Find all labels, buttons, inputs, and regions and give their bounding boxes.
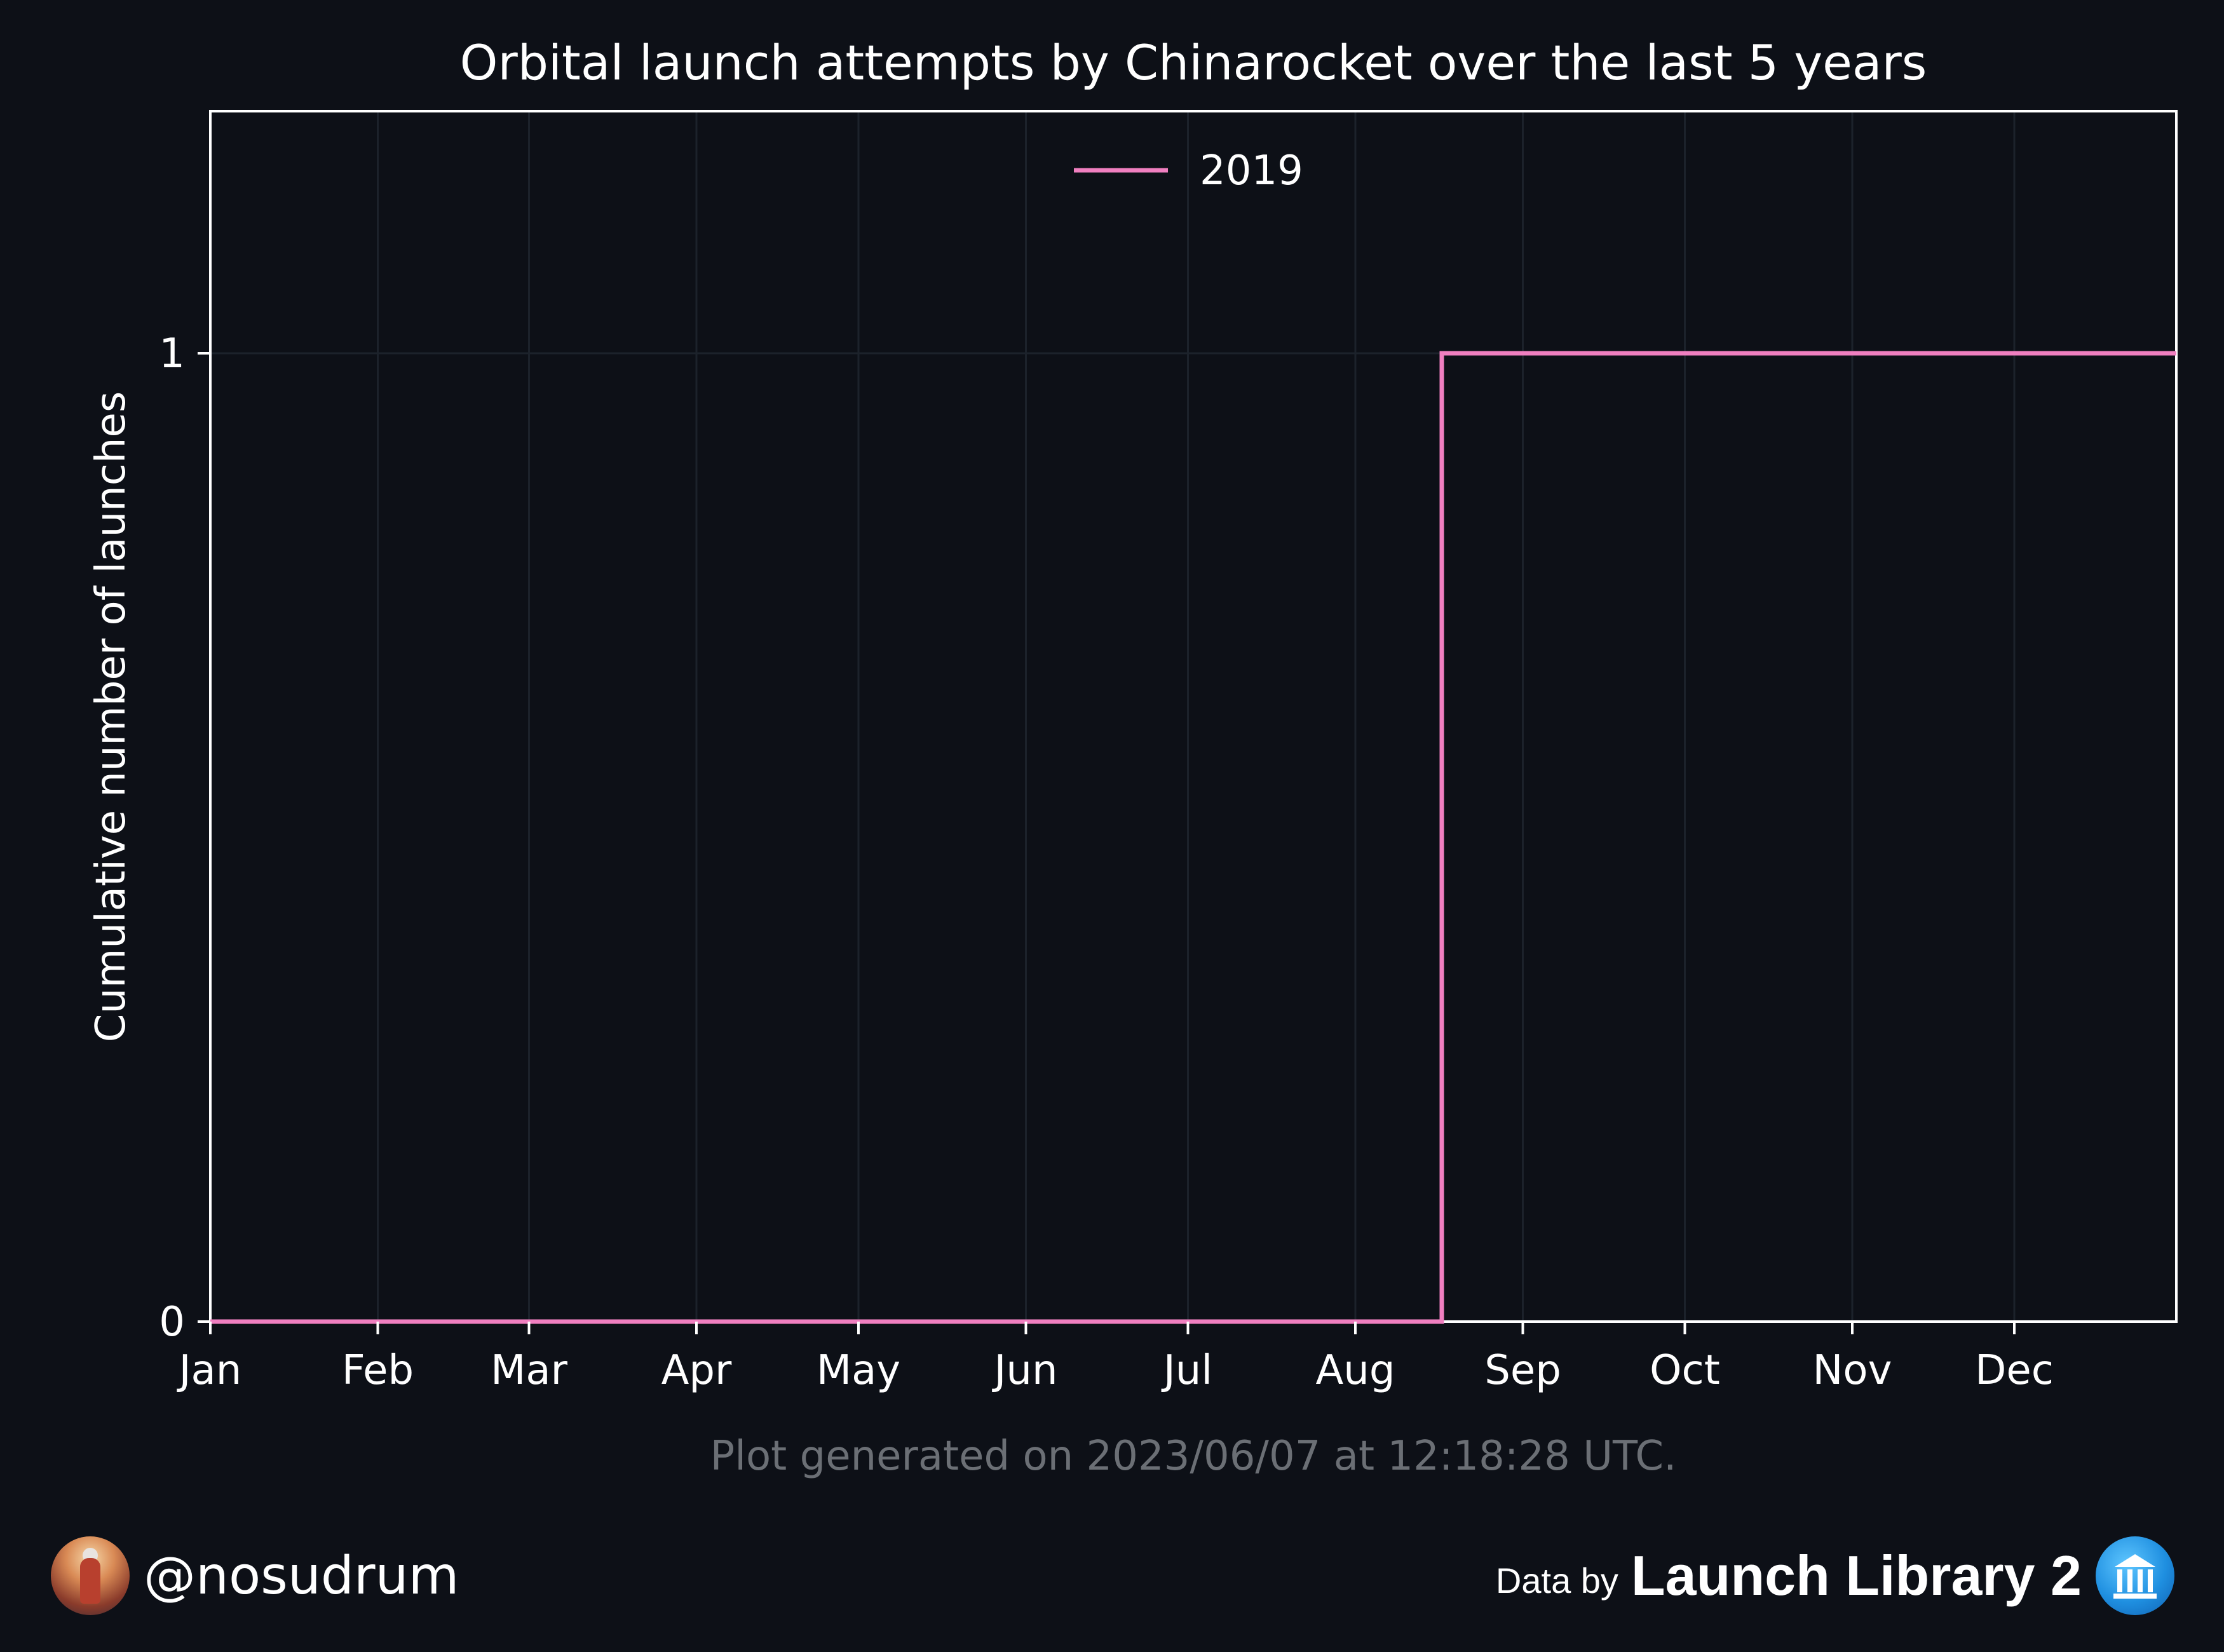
x-tick-label: Dec	[1975, 1347, 2054, 1394]
plot-generated-note: Plot generated on 2023/06/07 at 12:18:28…	[710, 1433, 1677, 1480]
plot-frame	[209, 110, 2178, 1323]
x-tick-label: Oct	[1650, 1347, 1720, 1394]
y-axis-label: Cumulative number of launches	[88, 391, 135, 1042]
x-axis-ticks: Jan Feb Mar Apr May Jun Jul Aug Sep Oct Nov Dec	[177, 1322, 2054, 1394]
y-tick-label: 1	[159, 330, 185, 377]
series-line-2019	[210, 351, 2176, 1324]
y-axis-ticks: 01	[159, 330, 210, 1346]
x-tick-label: Jan	[177, 1347, 242, 1394]
x-tick-label: Aug	[1316, 1347, 1395, 1394]
y-tick-label: 0	[159, 1299, 185, 1346]
data-by-label: Data by	[1495, 1560, 1618, 1601]
author-credit: @nosudrum	[51, 1536, 459, 1615]
author-handle[interactable]: @nosudrum	[144, 1545, 459, 1606]
data-source-name[interactable]: Launch Library 2	[1631, 1544, 2082, 1607]
x-tick-label: Jun	[992, 1347, 1058, 1394]
x-tick-label: Apr	[661, 1347, 732, 1394]
chart-title: Orbital launch attempts by Chinarocket o…	[460, 34, 1927, 91]
x-tick-label: Nov	[1813, 1347, 1892, 1394]
x-tick-label: Feb	[342, 1347, 414, 1394]
x-tick-label: Sep	[1484, 1347, 1561, 1394]
series-layer	[210, 351, 2176, 1324]
legend: 2019	[1074, 147, 1303, 194]
launch-library-logo-icon[interactable]	[2096, 1536, 2174, 1615]
data-source-credit: Data by Launch Library 2	[1496, 1536, 2174, 1615]
astronaut-avatar-icon	[51, 1536, 130, 1615]
legend-label: 2019	[1200, 147, 1303, 194]
x-tick-label: Mar	[491, 1347, 567, 1394]
grid-layer	[209, 111, 2176, 1323]
x-tick-label: May	[817, 1347, 900, 1394]
x-tick-label: Jul	[1161, 1347, 1212, 1394]
